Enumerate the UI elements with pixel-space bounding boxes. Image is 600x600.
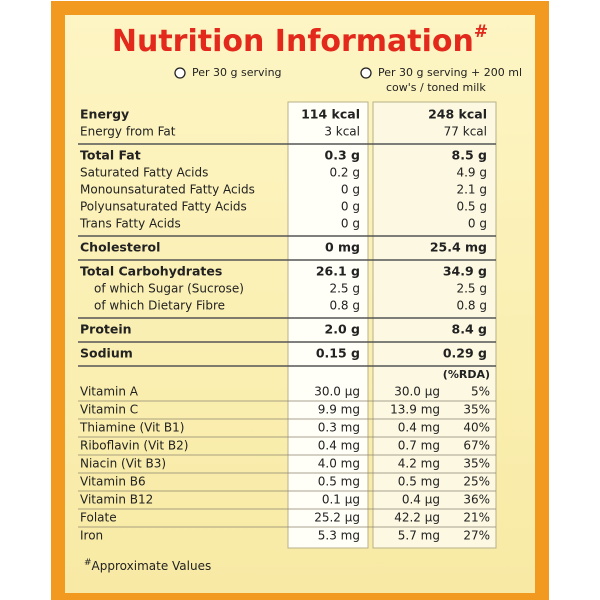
serving-value: 0.4 mg: [318, 439, 360, 453]
milk-column: [372, 101, 497, 549]
nutrient-label: Total Fat: [80, 148, 141, 163]
serving-value: 5.3 mg: [318, 529, 360, 543]
vitamin-label: Vitamin C: [80, 403, 138, 417]
serving-value: 114 kcal: [301, 107, 360, 122]
nutrient-label: Saturated Fatty Acids: [80, 166, 208, 180]
serving-value: 9.9 mg: [318, 403, 360, 417]
milk-value: 13.9 mg: [390, 403, 440, 417]
serving-value: 0.8 g: [329, 299, 360, 313]
milk-value: 248 kcal: [428, 107, 487, 122]
vitamin-label: Niacin (Vit B3): [80, 457, 166, 471]
rda-value: 40%: [463, 421, 490, 435]
nutrient-label: of which Sugar (Sucrose): [94, 282, 244, 296]
rda-header: (%RDA): [443, 368, 490, 381]
serving-value: 4.0 mg: [318, 457, 360, 471]
serving-value: 0.15 g: [316, 346, 360, 361]
milk-value: 0.4 mg: [398, 421, 440, 435]
serving-value: 26.1 g: [316, 264, 360, 279]
milk-value: 2.1 g: [456, 183, 487, 197]
column-header: cow's / toned milk: [386, 81, 486, 94]
serving-value: 2.5 g: [329, 282, 360, 296]
vitamin-label: Folate: [80, 511, 117, 525]
serving-value: 3 kcal: [324, 125, 360, 139]
milk-value: 5.7 mg: [398, 529, 440, 543]
milk-value: 0.8 g: [456, 299, 487, 313]
serving-value: 0.1 µg: [322, 493, 360, 507]
serving-value: 0.2 g: [329, 166, 360, 180]
footnote: #Approximate Values: [84, 558, 211, 573]
nutrient-label: Polyunsaturated Fatty Acids: [80, 200, 247, 214]
rda-value: 27%: [463, 529, 490, 543]
nutrient-label: Sodium: [80, 346, 133, 361]
footnote-mark: #: [84, 558, 92, 568]
vitamin-label: Vitamin A: [80, 385, 139, 399]
rda-value: 36%: [463, 493, 490, 507]
nutrient-label: Trans Fatty Acids: [79, 217, 181, 231]
serving-value: 0.5 mg: [318, 475, 360, 489]
serving-value: 0 mg: [325, 240, 360, 255]
vitamin-label: Thiamine (Vit B1): [79, 421, 184, 435]
nutrient-label: Cholesterol: [80, 240, 160, 255]
serving-value: 0.3 mg: [318, 421, 360, 435]
milk-value: 34.9 g: [443, 264, 487, 279]
nutrient-label: of which Dietary Fibre: [94, 299, 225, 313]
title: Nutrition Information#: [112, 22, 488, 59]
rda-value: 5%: [471, 385, 490, 399]
milk-value: 0.4 µg: [402, 493, 440, 507]
milk-value: 8.5 g: [452, 148, 487, 163]
serving-value: 25.2 µg: [314, 511, 360, 525]
footnote-text: Approximate Values: [92, 559, 212, 573]
milk-value: 0.5 mg: [398, 475, 440, 489]
title-text: Nutrition Information: [112, 24, 474, 59]
milk-value: 77 kcal: [444, 125, 487, 139]
vitamin-label: Vitamin B12: [80, 493, 153, 507]
vitamin-label: Iron: [80, 529, 103, 543]
vitamin-label: Riboflavin (Vit B2): [80, 439, 188, 453]
nutrient-label: Energy: [80, 107, 129, 122]
milk-value: 30.0 µg: [394, 385, 440, 399]
nutrient-label: Monounsaturated Fatty Acids: [80, 183, 255, 197]
rda-value: 25%: [463, 475, 490, 489]
radio-icon: [174, 67, 186, 79]
column-header: Per 30 g serving + 200 ml: [378, 66, 522, 79]
milk-value: 0.5 g: [456, 200, 487, 214]
milk-value: 8.4 g: [452, 322, 487, 337]
milk-value: 2.5 g: [456, 282, 487, 296]
rda-value: 21%: [463, 511, 490, 525]
radio-icon: [360, 67, 372, 79]
serving-value: 0.3 g: [325, 148, 360, 163]
nutrient-label: Total Carbohydrates: [80, 264, 222, 279]
title-mark: #: [474, 22, 488, 42]
milk-value: 42.2 µg: [394, 511, 440, 525]
rda-value: 35%: [463, 457, 490, 471]
serving-value: 0 g: [341, 200, 360, 214]
serving-value: 2.0 g: [325, 322, 360, 337]
column-header: Per 30 g serving: [192, 66, 282, 79]
milk-value: 4.9 g: [456, 166, 487, 180]
serving-value: 0 g: [341, 183, 360, 197]
nutrient-label: Protein: [80, 322, 132, 337]
milk-value: 0 g: [468, 217, 487, 231]
serving-value: 30.0 µg: [314, 385, 360, 399]
nutrient-label: Energy from Fat: [80, 125, 176, 139]
milk-value: 4.2 mg: [398, 457, 440, 471]
milk-value: 0.29 g: [443, 346, 487, 361]
milk-value: 25.4 mg: [430, 240, 487, 255]
rda-value: 67%: [463, 439, 490, 453]
serving-column: [287, 101, 369, 549]
serving-value: 0 g: [341, 217, 360, 231]
milk-value: 0.7 mg: [398, 439, 440, 453]
rda-value: 35%: [463, 403, 490, 417]
vitamin-label: Vitamin B6: [80, 475, 146, 489]
